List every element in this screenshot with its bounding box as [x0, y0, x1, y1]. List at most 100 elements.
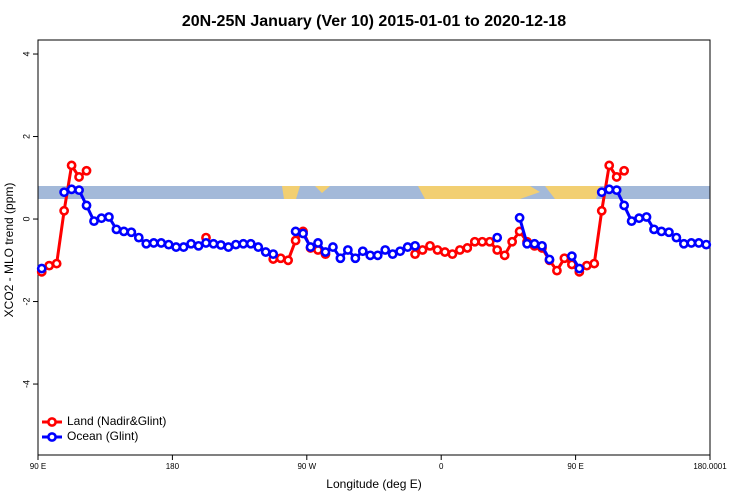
series-line	[40, 161, 626, 274]
data-point	[440, 247, 450, 257]
data-point	[253, 242, 264, 252]
y-axis-label: XCO2 - MLO trend (ppm)	[2, 183, 16, 318]
data-point	[596, 205, 607, 216]
data-point	[186, 238, 196, 249]
data-point	[66, 160, 77, 171]
y-tick-label: -4	[21, 380, 31, 388]
data-point	[350, 253, 361, 264]
map-strip	[38, 186, 710, 199]
data-point	[111, 224, 122, 235]
data-point	[649, 224, 659, 235]
data-point	[298, 228, 308, 239]
data-point	[163, 239, 174, 250]
data-point	[230, 239, 241, 250]
data-point	[559, 253, 570, 264]
legend-marker	[47, 432, 57, 442]
data-point	[664, 227, 674, 238]
plot-frame	[37, 39, 711, 456]
data-point	[313, 238, 323, 248]
data-point	[342, 245, 353, 255]
data-point	[619, 165, 630, 176]
data-point	[59, 205, 70, 216]
data-point	[634, 213, 644, 224]
data-point	[417, 245, 428, 255]
data-point	[335, 253, 346, 264]
data-point	[372, 250, 383, 261]
x-tick-label: 90 E	[567, 462, 583, 471]
data-point	[678, 238, 689, 249]
data-point	[596, 187, 607, 198]
data-point	[604, 160, 615, 171]
data-point	[492, 232, 503, 243]
data-point	[208, 238, 219, 249]
data-point	[425, 240, 435, 251]
data-point	[365, 250, 376, 261]
data-point	[686, 238, 697, 248]
data-point	[290, 226, 301, 237]
data-point	[216, 240, 226, 250]
data-point	[611, 172, 622, 182]
y-tick-label: 2	[21, 134, 31, 139]
data-point	[410, 249, 420, 260]
x-tick-label: 180.0001	[693, 462, 727, 471]
data-point	[611, 185, 622, 196]
data-point	[118, 226, 129, 237]
legend-label: Land (Nadir&Glint)	[67, 414, 166, 428]
x-tick-label: 0	[439, 462, 444, 471]
data-point	[283, 255, 294, 266]
data-point	[566, 251, 577, 262]
data-point	[544, 254, 555, 265]
data-point	[462, 243, 473, 253]
legend-marker	[47, 417, 57, 427]
data-point	[477, 236, 488, 247]
data-point	[74, 185, 84, 196]
data-point	[320, 247, 331, 257]
data-point	[133, 232, 144, 243]
data-point	[604, 184, 615, 195]
data-point	[499, 250, 510, 261]
data-point	[96, 213, 107, 224]
data-point	[671, 232, 682, 243]
data-point	[522, 238, 532, 249]
data-point	[395, 246, 406, 257]
data-point	[238, 238, 249, 249]
data-point	[201, 238, 211, 248]
data-point	[156, 238, 167, 248]
data-point	[641, 212, 652, 222]
data-point	[507, 236, 518, 247]
data-point	[380, 245, 391, 255]
data-point	[74, 172, 84, 182]
data-point	[492, 245, 503, 255]
data-point	[357, 246, 368, 257]
data-point	[328, 242, 338, 252]
data-point	[529, 238, 540, 249]
data-point	[245, 238, 256, 249]
data-point	[126, 227, 137, 238]
data-point	[552, 265, 562, 276]
data-point	[290, 235, 301, 246]
data-point	[104, 212, 114, 222]
y-tick-label: 0	[21, 217, 31, 222]
x-axis-label: Longitude (deg E)	[326, 477, 421, 491]
data-point	[454, 245, 465, 255]
data-point	[402, 242, 413, 252]
y-tick-label: 4	[21, 52, 31, 57]
data-point	[260, 247, 271, 257]
x-tick-label: 180	[166, 462, 180, 471]
data-point	[410, 240, 420, 251]
data-point	[581, 260, 592, 271]
data-point	[178, 242, 189, 252]
data-point	[626, 216, 637, 226]
data-point	[469, 236, 480, 247]
data-point	[148, 238, 159, 248]
y-tick-label: -2	[21, 298, 31, 306]
data-point	[59, 187, 70, 198]
legend-label: Ocean (Glint)	[67, 429, 138, 443]
data-point	[193, 240, 204, 251]
data-point	[66, 184, 77, 195]
data-point	[693, 238, 704, 248]
chart-title: 20N-25N January (Ver 10) 2015-01-01 to 2…	[182, 13, 566, 30]
data-point	[81, 200, 92, 211]
data-point	[484, 236, 495, 247]
data-point	[514, 212, 525, 223]
